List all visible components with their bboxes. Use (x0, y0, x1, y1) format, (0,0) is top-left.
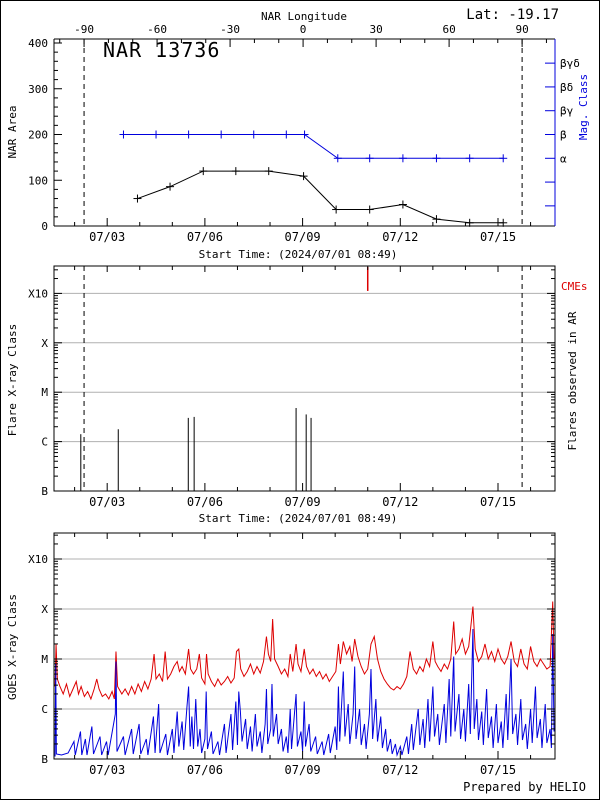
prepared-by-label: Prepared by HELIO (463, 780, 586, 794)
tick-label: 0 (300, 23, 307, 36)
tick-label: 07/06 (187, 495, 223, 509)
top-panel-dashed-limb-lines (83, 39, 523, 226)
tick-label: X (41, 603, 48, 616)
tick-label: 07/06 (187, 763, 223, 777)
start-time-label-middle: Start Time: (2024/07/01 08:49) (199, 512, 398, 525)
cmes-label: CMEs (561, 280, 588, 293)
tick-label: B (41, 485, 48, 498)
tick-label: M (41, 653, 48, 666)
tick-label: 07/09 (285, 495, 321, 509)
tick-label: -90 (74, 23, 94, 36)
right-axis-label-mag-class: Mag. Class (577, 74, 590, 140)
tick-label: βγδ (560, 57, 580, 70)
tick-label: X10 (28, 553, 48, 566)
tick-label: C (41, 436, 48, 449)
tick-label: 07/03 (89, 230, 125, 244)
flare-event-spikes (80, 408, 312, 491)
tick-label: -60 (147, 23, 167, 36)
tick-label: 07/06 (187, 230, 223, 244)
goes-red-trace (54, 601, 555, 701)
tick-label: βγ (560, 105, 574, 118)
flare-panel-gridlines (54, 292, 555, 443)
tick-label: 07/12 (382, 763, 418, 777)
tick-label: 07/09 (285, 763, 321, 777)
tick-label: 200 (28, 129, 48, 142)
goes-panel-ticks: B C M X X10 07/03 07/06 07/09 07/12 07/15 (28, 533, 555, 777)
tick-label: X10 (28, 287, 48, 300)
tick-label: 07/15 (480, 763, 516, 777)
longitude-axis-title: NAR Longitude (261, 10, 347, 23)
flare-panel-ticks: B C M X X10 07/03 07/06 07/09 07/12 07/15 (28, 266, 555, 509)
tick-label: 90 (515, 23, 528, 36)
tick-label: βδ (560, 81, 573, 94)
nar-area-axis-ticks: 0 100 200 300 400 (28, 37, 62, 233)
top-panel-time-ticks: 07/03 07/06 07/09 07/12 07/15 (74, 218, 532, 244)
tick-label: -30 (220, 23, 240, 36)
goes-panel: B C M X X10 07/03 07/06 07/09 07/12 07/15 (28, 532, 556, 777)
y-axis-label-goes-class: GOES X-ray Class (6, 594, 19, 700)
tick-label: 07/03 (89, 495, 125, 509)
flare-panel-frame (53, 265, 556, 492)
latitude-label: Lat: -19.17 (466, 7, 559, 23)
tick-label: 300 (28, 83, 48, 96)
tick-label: 07/15 (480, 495, 516, 509)
longitude-axis-ticks: -90 -60 -30 0 30 60 90 (59, 23, 547, 47)
tick-label: 400 (28, 37, 48, 50)
mag-class-axis-ticks: βγδ βδ βγ βα (545, 57, 580, 207)
goes-blue-trace (54, 628, 555, 757)
flare-panel-dashed-limb-lines (83, 266, 523, 491)
right-axis-label-flares-observed: Flares observed in AR (566, 311, 579, 450)
tick-label: 07/12 (382, 495, 418, 509)
tick-label: 30 (369, 23, 382, 36)
flare-panel: B C M X X10 07/03 07/06 07/09 07/12 07/15 (28, 265, 556, 509)
tick-label: 07/03 (89, 763, 125, 777)
tick-label: 07/15 (480, 230, 516, 244)
y-axis-label-nar-area: NAR Area (6, 106, 19, 159)
tick-label: 100 (28, 174, 48, 187)
tick-label: 07/12 (382, 230, 418, 244)
active-region-title: NAR 13736 (103, 38, 220, 62)
goes-panel-frame (53, 532, 556, 760)
tick-label: 60 (442, 23, 455, 36)
start-time-label-top: Start Time: (2024/07/01 08:49) (199, 248, 398, 261)
tick-label: X (41, 337, 48, 350)
tick-label: 0 (41, 220, 48, 233)
goes-panel-gridlines (54, 558, 555, 710)
tick-label: α (560, 152, 567, 165)
tick-label: 07/09 (285, 230, 321, 244)
tick-label: β (560, 129, 567, 142)
mag-class-series (119, 130, 508, 163)
y-axis-label-flare-class: Flare X-ray Class (6, 324, 19, 437)
nar-area-series (133, 167, 508, 227)
tick-label: B (41, 753, 48, 766)
tick-label: M (41, 386, 48, 399)
tick-label: C (41, 703, 48, 716)
